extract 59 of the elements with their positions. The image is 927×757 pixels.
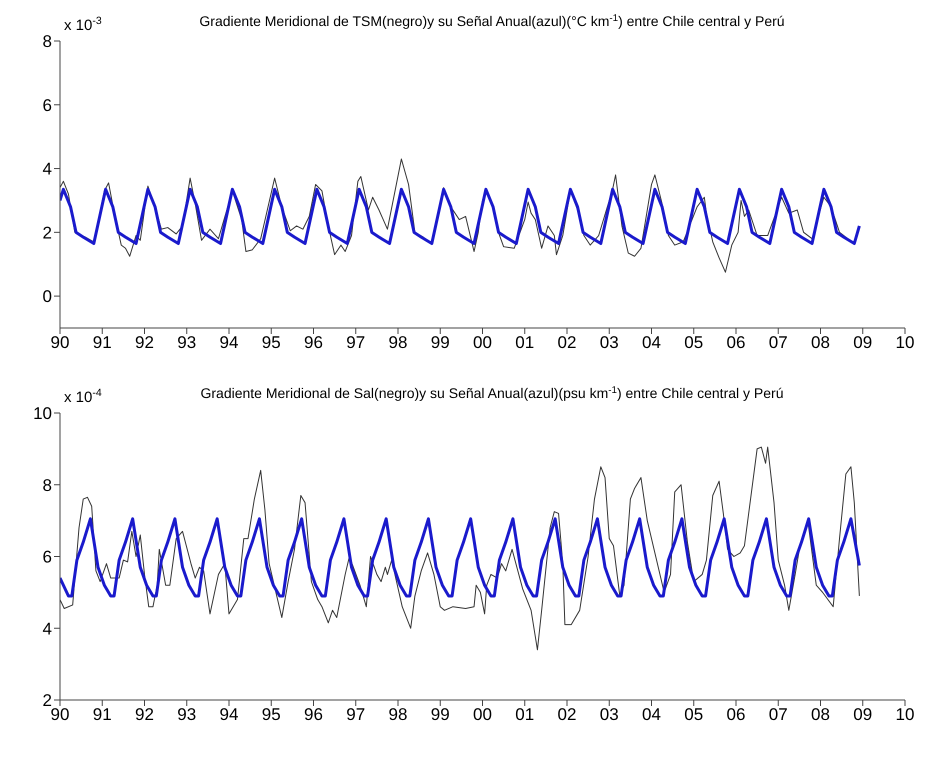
x-tick-label: 07 <box>768 333 788 352</box>
y-tick-label: 6 <box>42 96 52 115</box>
y-axis-title: x 10$^{-3}$ <box>64 15 102 34</box>
x-tick-label: 06 <box>726 333 746 352</box>
line-series <box>60 517 861 598</box>
y-tick-label: 4 <box>42 619 52 638</box>
y-tick-label: 8 <box>42 32 52 52</box>
x-tick-label: 92 <box>135 705 154 724</box>
chart-title: Gradiente Meridional de TSM(negro)y su Señal Anual(azul)(°C km$^{-1}$) entre Chile central y Perú <box>199 12 785 29</box>
x-tick-label: 93 <box>177 705 196 724</box>
x-tick-label: 99 <box>430 333 450 352</box>
x-tick-label: 93 <box>177 333 196 352</box>
x-tick-label: 01 <box>515 333 534 352</box>
x-tick-label: 92 <box>135 333 154 352</box>
x-tick-label: 99 <box>430 705 450 724</box>
x-tick-label: 91 <box>92 333 112 352</box>
x-tick-label: 96 <box>304 333 323 352</box>
x-tick-label: 04 <box>642 705 661 724</box>
x-tick-label: 10 <box>896 333 914 352</box>
x-tick-label: 07 <box>768 705 788 724</box>
x-tick-label: 01 <box>515 705 534 724</box>
x-tick-label: 96 <box>304 705 323 724</box>
y-tick-label: 2 <box>42 691 52 710</box>
chart-title: Gradiente Meridional de Sal(negro)y su Señal Anual(azul)(psu km$^{-1}$) entre Chile central y Perú <box>200 384 784 401</box>
x-tick-label: 02 <box>558 333 576 352</box>
x-tick-label: 94 <box>220 705 238 724</box>
x-tick-label: 04 <box>642 333 661 352</box>
x-tick-label: 95 <box>262 333 281 352</box>
x-tick-label: 97 <box>346 705 366 724</box>
x-tick-label: 90 <box>50 333 70 352</box>
x-tick-label: 08 <box>811 705 830 724</box>
y-tick-label: 2 <box>42 223 52 242</box>
x-tick-label: 91 <box>92 705 112 724</box>
x-tick-label: 03 <box>600 705 619 724</box>
x-tick-label: 02 <box>558 705 576 724</box>
x-tick-label: 03 <box>600 333 619 352</box>
x-tick-label: 98 <box>388 333 408 352</box>
line-series <box>60 446 860 650</box>
x-tick-label: 98 <box>388 705 408 724</box>
x-tick-label: 05 <box>684 705 704 724</box>
x-tick-label: 05 <box>684 333 704 352</box>
x-tick-label: 06 <box>726 705 746 724</box>
x-tick-label: 08 <box>811 333 830 352</box>
y-tick-label: 0 <box>42 287 52 306</box>
x-tick-label: 97 <box>346 333 366 352</box>
line-series <box>60 188 861 245</box>
y-tick-label: 10 <box>33 404 52 424</box>
y-tick-label: 8 <box>42 476 52 495</box>
x-tick-label: 09 <box>853 705 872 724</box>
x-tick-label: 10 <box>896 705 914 724</box>
y-axis-title: x 10$^{-4}$ <box>64 387 102 406</box>
x-tick-label: 90 <box>50 705 70 724</box>
x-tick-label: 00 <box>473 705 492 724</box>
x-tick-label: 94 <box>220 333 238 352</box>
y-tick-label: 4 <box>42 160 52 179</box>
x-tick-label: 09 <box>853 333 872 352</box>
x-tick-label: 00 <box>473 333 492 352</box>
x-tick-label: 95 <box>262 705 281 724</box>
y-tick-label: 6 <box>42 548 52 567</box>
